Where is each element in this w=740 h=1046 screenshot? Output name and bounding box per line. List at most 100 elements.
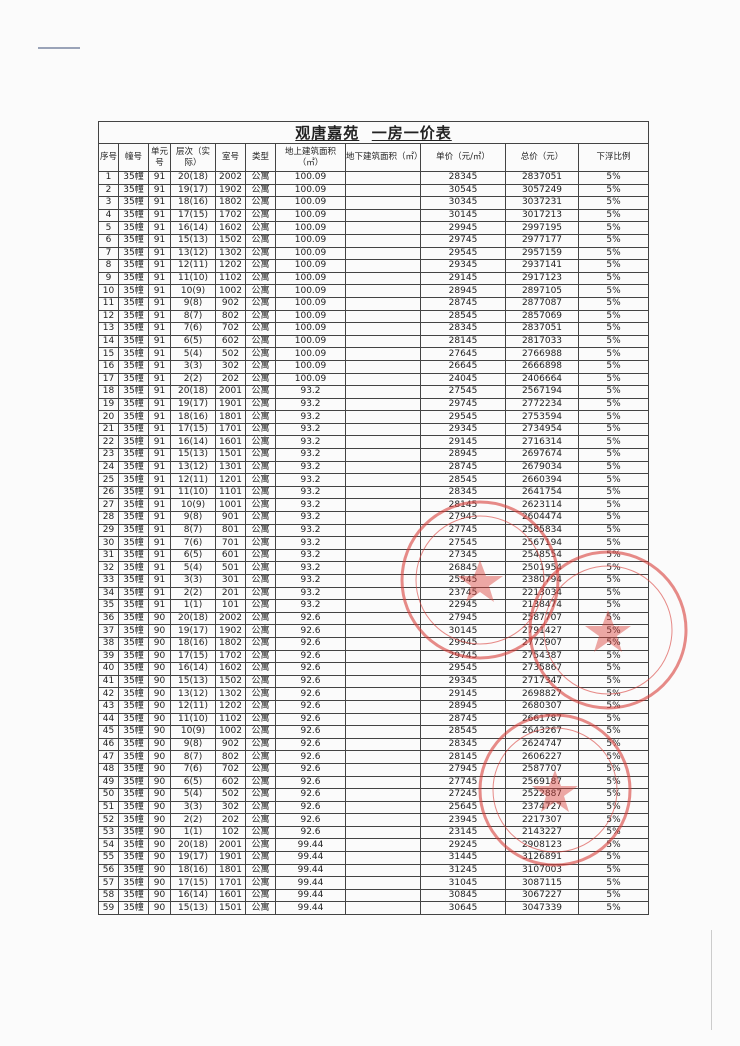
cell-room: 1601 bbox=[215, 435, 246, 450]
price-table: 观唐嘉苑 一房一价表 序号 幢号 单元号 层次（实际） 室号 类型 地上建筑面积（㎡） 地下建… bbox=[97, 121, 650, 916]
cell-unit: 91 bbox=[148, 196, 171, 210]
cell-type: 公寓 bbox=[245, 548, 276, 563]
cell-below-ground-area bbox=[345, 359, 421, 374]
cell-building: 35幢 bbox=[118, 800, 149, 815]
cell-building: 35幢 bbox=[118, 825, 149, 840]
cell-below-ground-area bbox=[345, 586, 421, 601]
project-name: 观唐嘉苑 bbox=[295, 124, 360, 142]
cell-room: 1101 bbox=[215, 485, 246, 500]
cell-unit-price: 28945 bbox=[420, 448, 506, 462]
cell-building: 35幢 bbox=[118, 410, 149, 424]
cell-floor: 6(5) bbox=[170, 548, 216, 563]
cell-discount-rate: 5% bbox=[577, 271, 650, 286]
cell-below-ground-area bbox=[345, 196, 421, 210]
cell-below-ground-area bbox=[345, 851, 421, 865]
cell-unit: 90 bbox=[148, 901, 171, 916]
cell-building: 35幢 bbox=[118, 775, 149, 790]
cell-above-ground-area: 92.6 bbox=[275, 687, 346, 701]
cell-seq: 53 bbox=[98, 825, 119, 840]
cell-total-price: 2877087 bbox=[505, 296, 579, 311]
cell-discount-rate: 5% bbox=[577, 725, 650, 739]
cell-seq: 45 bbox=[98, 725, 119, 739]
cell-floor: 18(16) bbox=[170, 196, 216, 210]
cell-above-ground-area: 93.2 bbox=[275, 498, 346, 513]
cell-unit-price: 29145 bbox=[420, 687, 506, 701]
cell-unit: 91 bbox=[148, 208, 171, 223]
cell-seq: 15 bbox=[98, 347, 119, 361]
cell-building: 35幢 bbox=[118, 586, 149, 601]
cell-total-price: 2604474 bbox=[505, 511, 579, 525]
cell-discount-rate: 5% bbox=[577, 385, 650, 399]
cell-total-price: 2548554 bbox=[505, 548, 579, 563]
table-row: 30 35幢 91 7(6) 701 公寓 93.2 27545 2567194 5% bbox=[98, 536, 650, 550]
cell-seq: 1 bbox=[98, 171, 119, 185]
cell-type: 公寓 bbox=[245, 322, 276, 336]
cell-room: 1701 bbox=[215, 422, 246, 437]
table-row: 20 35幢 91 18(16) 1801 公寓 93.2 29545 2753594 5% bbox=[98, 410, 650, 424]
cell-room: 1301 bbox=[215, 460, 246, 475]
cell-above-ground-area: 93.2 bbox=[275, 485, 346, 500]
cell-discount-rate: 5% bbox=[577, 208, 650, 223]
cell-seq: 20 bbox=[98, 410, 119, 424]
cell-room: 101 bbox=[215, 599, 246, 613]
cell-seq: 54 bbox=[98, 838, 119, 853]
cell-floor: 8(7) bbox=[170, 523, 216, 538]
cell-seq: 48 bbox=[98, 762, 119, 777]
cell-type: 公寓 bbox=[245, 171, 276, 185]
cell-type: 公寓 bbox=[245, 448, 276, 462]
cell-room: 602 bbox=[215, 775, 246, 790]
cell-above-ground-area: 92.6 bbox=[275, 699, 346, 714]
cell-unit: 90 bbox=[148, 813, 171, 827]
cell-floor: 1(1) bbox=[170, 825, 216, 840]
table-row: 39 35幢 90 17(15) 1702 公寓 92.6 29745 2754387 5% bbox=[98, 649, 650, 664]
cell-unit-price: 23945 bbox=[420, 813, 506, 827]
cell-seq: 7 bbox=[98, 246, 119, 261]
cell-seq: 22 bbox=[98, 435, 119, 450]
cell-discount-rate: 5% bbox=[577, 435, 650, 450]
cell-total-price: 2680307 bbox=[505, 699, 579, 714]
cell-building: 35幢 bbox=[118, 838, 149, 853]
cell-unit: 90 bbox=[148, 699, 171, 714]
table-row: 8 35幢 91 12(11) 1202 公寓 100.09 29345 2937141 5% bbox=[98, 259, 650, 273]
cell-above-ground-area: 93.2 bbox=[275, 586, 346, 601]
cell-discount-rate: 5% bbox=[577, 183, 650, 198]
cell-total-price: 2567194 bbox=[505, 536, 579, 550]
cell-below-ground-area bbox=[345, 624, 421, 638]
cell-building: 35幢 bbox=[118, 624, 149, 638]
cell-room: 1302 bbox=[215, 246, 246, 261]
cell-floor: 9(8) bbox=[170, 737, 216, 752]
cell-unit: 91 bbox=[148, 448, 171, 462]
cell-above-ground-area: 99.44 bbox=[275, 888, 346, 903]
cell-floor: 3(3) bbox=[170, 574, 216, 588]
cell-discount-rate: 5% bbox=[577, 825, 650, 840]
table-row: 6 35幢 91 15(13) 1502 公寓 100.09 29745 2977177 5% bbox=[98, 233, 650, 248]
cell-unit-price: 29145 bbox=[420, 271, 506, 286]
cell-building: 35幢 bbox=[118, 662, 149, 676]
cell-room: 1902 bbox=[215, 183, 246, 198]
cell-floor: 20(18) bbox=[170, 611, 216, 626]
cell-building: 35幢 bbox=[118, 334, 149, 349]
table-row: 37 35幢 90 19(17) 1902 公寓 92.6 30145 2791427 5% bbox=[98, 624, 650, 638]
cell-type: 公寓 bbox=[245, 624, 276, 638]
cell-type: 公寓 bbox=[245, 372, 276, 387]
cell-below-ground-area bbox=[345, 347, 421, 361]
cell-above-ground-area: 93.2 bbox=[275, 511, 346, 525]
cell-above-ground-area: 99.44 bbox=[275, 876, 346, 890]
cell-above-ground-area: 93.2 bbox=[275, 473, 346, 487]
cell-unit-price: 24045 bbox=[420, 372, 506, 387]
cell-below-ground-area bbox=[345, 233, 421, 248]
cell-floor: 3(3) bbox=[170, 359, 216, 374]
cell-discount-rate: 5% bbox=[577, 813, 650, 827]
cell-discount-rate: 5% bbox=[577, 712, 650, 727]
cell-discount-rate: 5% bbox=[577, 611, 650, 626]
table-row: 19 35幢 91 19(17) 1901 公寓 93.2 29745 2772234 5% bbox=[98, 397, 650, 412]
cell-building: 35幢 bbox=[118, 473, 149, 487]
cell-building: 35幢 bbox=[118, 498, 149, 513]
cell-floor: 13(12) bbox=[170, 246, 216, 261]
cell-total-price: 3037231 bbox=[505, 196, 579, 210]
cell-below-ground-area bbox=[345, 208, 421, 223]
cell-total-price: 2374727 bbox=[505, 800, 579, 815]
table-row: 3 35幢 91 18(16) 1802 公寓 100.09 30345 3037231 5% bbox=[98, 196, 650, 210]
cell-seq: 16 bbox=[98, 359, 119, 374]
cell-unit: 91 bbox=[148, 233, 171, 248]
